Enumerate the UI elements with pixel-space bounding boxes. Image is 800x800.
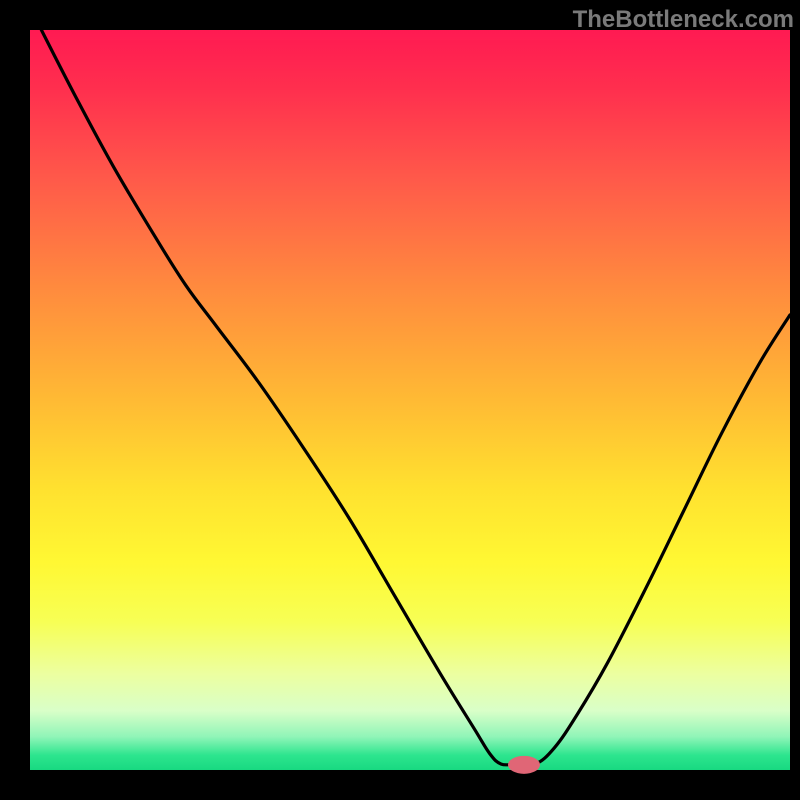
bottleneck-chart xyxy=(0,0,800,800)
watermark-text: TheBottleneck.com xyxy=(573,6,794,34)
optimal-point-marker xyxy=(508,756,540,774)
chart-container: { "watermark": "TheBottleneck.com", "cha… xyxy=(0,0,800,800)
chart-plot-bg xyxy=(30,30,790,770)
